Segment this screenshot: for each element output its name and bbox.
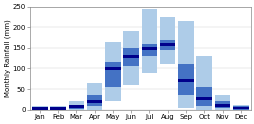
Bar bbox=[32, 108, 47, 110]
Bar bbox=[123, 48, 138, 66]
Bar bbox=[141, 9, 156, 73]
Bar bbox=[196, 56, 211, 110]
Bar bbox=[232, 105, 248, 110]
Bar bbox=[86, 100, 102, 103]
Bar bbox=[50, 108, 66, 110]
Bar bbox=[86, 95, 102, 106]
Bar bbox=[214, 104, 229, 107]
Bar bbox=[123, 55, 138, 58]
Bar bbox=[159, 17, 175, 64]
Bar bbox=[105, 67, 120, 70]
Bar bbox=[68, 105, 84, 108]
Bar bbox=[105, 62, 120, 87]
Bar bbox=[105, 42, 120, 101]
Bar bbox=[50, 106, 66, 110]
Bar bbox=[159, 40, 175, 50]
Bar bbox=[178, 79, 193, 82]
Bar bbox=[86, 83, 102, 110]
Bar bbox=[68, 101, 84, 110]
Bar bbox=[50, 107, 66, 110]
Bar bbox=[214, 101, 229, 108]
Bar bbox=[32, 106, 47, 110]
Bar bbox=[68, 105, 84, 109]
Bar bbox=[196, 87, 211, 106]
Bar bbox=[123, 31, 138, 85]
Y-axis label: Monthly Rainfall (mm): Monthly Rainfall (mm) bbox=[4, 19, 11, 97]
Bar bbox=[159, 43, 175, 46]
Bar bbox=[178, 64, 193, 95]
Bar bbox=[178, 21, 193, 108]
Bar bbox=[196, 97, 211, 100]
Bar bbox=[141, 44, 156, 56]
Bar bbox=[141, 47, 156, 50]
Bar bbox=[32, 107, 47, 110]
Bar bbox=[232, 107, 248, 109]
Bar bbox=[214, 95, 229, 110]
Bar bbox=[232, 106, 248, 110]
